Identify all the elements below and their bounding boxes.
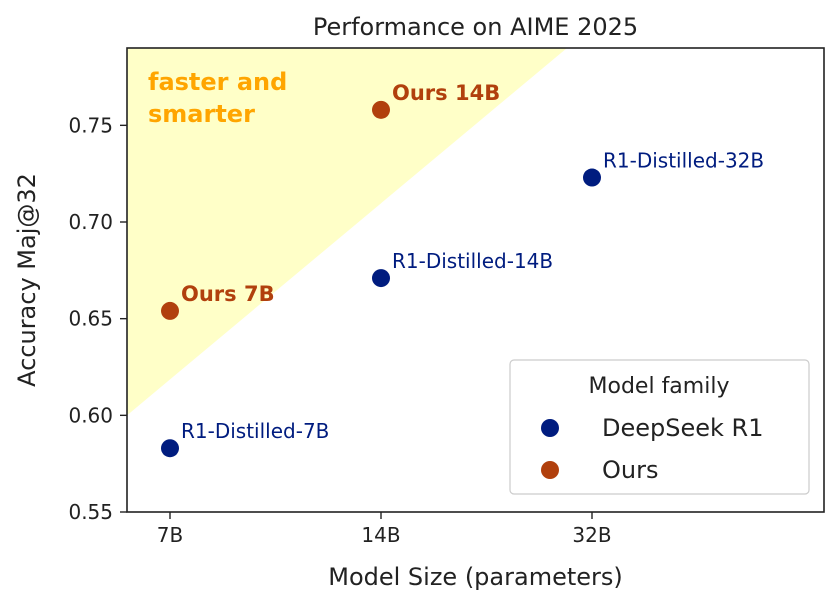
- legend-marker-deepseek-r1: [541, 419, 559, 437]
- legend-title: Model family: [589, 374, 730, 399]
- y-tick-label: 0.65: [68, 307, 113, 331]
- data-point-ours-7b: [161, 301, 179, 320]
- y-tick-label: 0.75: [68, 113, 113, 137]
- region-label: faster and smarter: [148, 68, 287, 128]
- point-label-ours-7b: Ours 7B: [181, 282, 275, 306]
- region-label-line: smarter: [148, 100, 255, 128]
- chart-title: Performance on AIME 2025: [313, 13, 638, 41]
- data-point-r1-distilled-14b: [372, 269, 390, 288]
- point-label-r1-distilled-14b: R1-Distilled-14B: [392, 249, 553, 273]
- y-tick-label: 0.70: [68, 210, 113, 234]
- y-tick-label: 0.60: [68, 403, 113, 427]
- x-tick-label: 32B: [572, 523, 611, 547]
- legend-box: [509, 359, 810, 495]
- data-point-ours-14b: [372, 100, 390, 119]
- faster-smarter-region: [127, 48, 567, 416]
- point-label-r1-distilled-32b: R1-Distilled-32B: [603, 149, 764, 173]
- legend-label-ours: Ours: [602, 456, 658, 484]
- legend: Model family DeepSeek R1 Ours: [509, 359, 810, 495]
- x-tick-label: 14B: [361, 523, 400, 547]
- point-label-ours-14b: Ours 14B: [392, 81, 500, 105]
- x-axis-label: Model Size (parameters): [328, 563, 623, 591]
- data-point-r1-distilled-7b: [161, 439, 179, 458]
- data-point-r1-distilled-32b: [583, 168, 601, 187]
- x-tick-label: 7B: [157, 523, 183, 547]
- y-axis-label: Accuracy Maj@32: [13, 173, 41, 387]
- plot-frame: [126, 47, 825, 513]
- region-label-line: faster and: [148, 68, 287, 96]
- legend-label-deepseek-r1: DeepSeek R1: [602, 414, 763, 442]
- y-tick-label: 0.55: [68, 500, 113, 524]
- point-label-r1-distilled-7b: R1-Distilled-7B: [181, 419, 329, 443]
- legend-marker-ours: [541, 461, 559, 479]
